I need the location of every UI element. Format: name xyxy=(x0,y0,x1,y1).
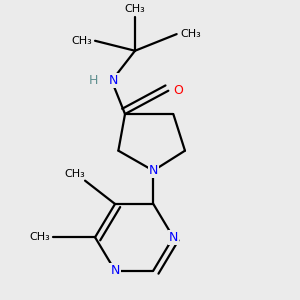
Text: CH₃: CH₃ xyxy=(71,36,92,46)
Text: CH₃: CH₃ xyxy=(64,169,85,179)
Text: CH₃: CH₃ xyxy=(124,4,146,14)
Text: N: N xyxy=(110,264,120,277)
Text: H: H xyxy=(89,74,98,87)
Text: CH₃: CH₃ xyxy=(180,29,201,39)
Text: N: N xyxy=(169,231,178,244)
Text: O: O xyxy=(173,84,183,97)
Text: N: N xyxy=(109,74,118,87)
Text: N: N xyxy=(148,164,158,177)
Text: CH₃: CH₃ xyxy=(29,232,50,242)
